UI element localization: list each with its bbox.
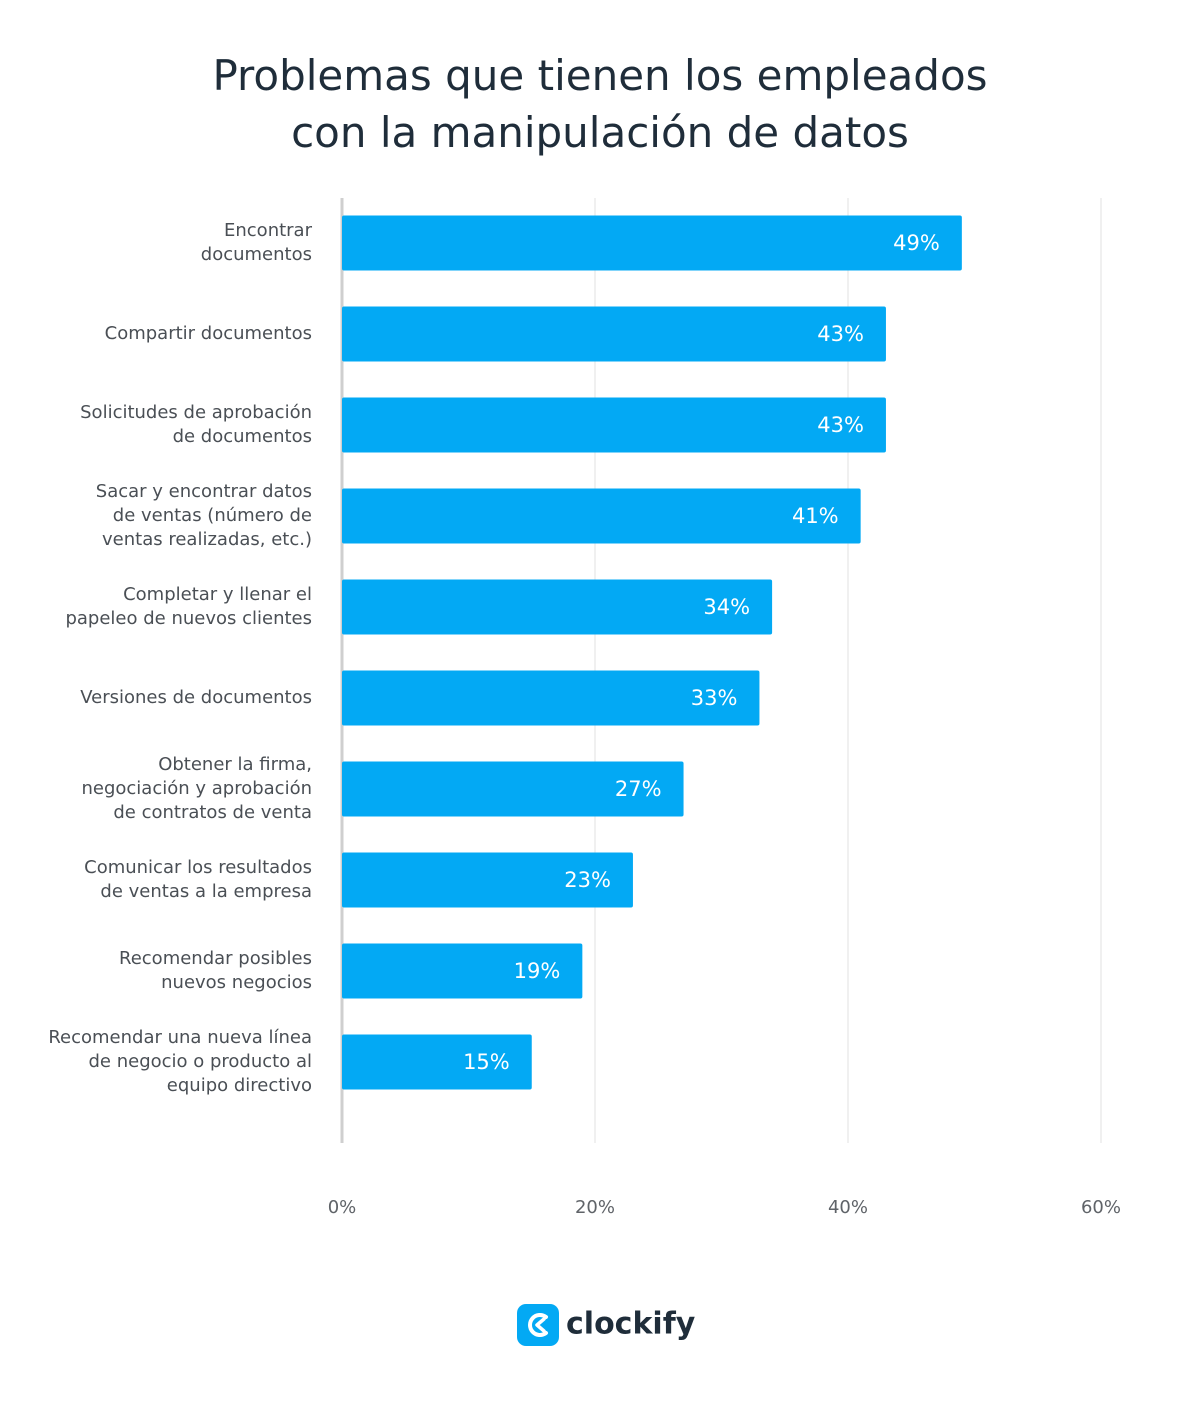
value-label: 49% [893,231,940,255]
value-label: 43% [817,322,864,346]
y-tick-label: Recomendar posibles nuevos negocios [119,948,312,993]
logo-icon-mark [528,1313,548,1337]
bar [342,670,760,726]
value-label: 15% [463,1050,510,1074]
x-tick-label: 40% [828,1197,868,1218]
bar [342,397,886,453]
bar [342,215,962,271]
y-tick-label: Compartir documentos [105,323,312,344]
y-tick-label: Completar y llenar el papeleo de nuevos c… [65,584,312,629]
bar [342,1034,532,1090]
bar [342,579,773,635]
bar [342,852,633,908]
bar [342,761,684,817]
y-tick-label: Comunicar los resultados de ventas a la e… [84,857,312,902]
bar [342,488,861,544]
bar [342,306,886,362]
y-tick-label: Encontrar documentos [201,220,313,265]
x-tick-label: 20% [575,1197,615,1218]
value-label: 27% [615,777,662,801]
x-tick-label: 60% [1081,1197,1121,1218]
logo-icon-mark [535,1317,546,1333]
y-tick-label: Sacar y encontrar datos de ventas (número… [96,481,312,550]
logo: clockify [517,1304,696,1346]
value-label: 33% [691,686,738,710]
y-tick-label: Recomendar una nueva línea de negocio o p… [48,1027,312,1096]
y-tick-label: Solicitudes de aprobación de documentos [80,402,312,447]
y-tick-label: Versiones de documentos [80,687,312,708]
x-tick-label: 0% [328,1197,357,1218]
chart-title: Problemas que tienen los empleados con la… [212,51,987,157]
y-tick-label: Obtener la firma, negociación y aprobació… [81,754,312,823]
bar [342,943,583,999]
value-label: 41% [792,504,839,528]
logo-text: clockify [566,1307,696,1342]
value-label: 23% [564,868,611,892]
value-label: 19% [514,959,561,983]
value-label: 43% [817,413,864,437]
value-label: 34% [703,595,750,619]
